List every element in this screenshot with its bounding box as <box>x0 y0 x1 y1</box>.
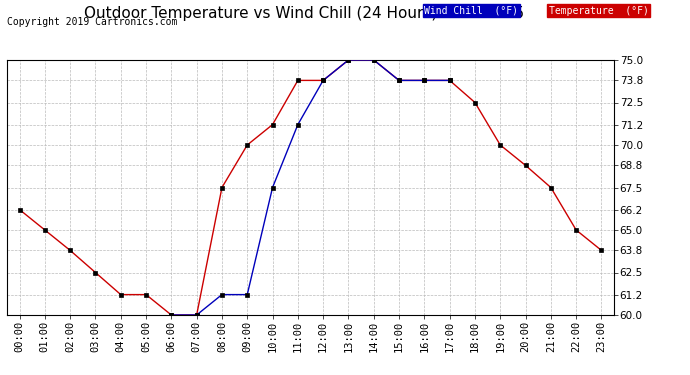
Text: Outdoor Temperature vs Wind Chill (24 Hours)  20190815: Outdoor Temperature vs Wind Chill (24 Ho… <box>83 6 524 21</box>
Text: Temperature  (°F): Temperature (°F) <box>549 6 649 16</box>
Text: Wind Chill  (°F): Wind Chill (°F) <box>424 6 518 16</box>
Text: Copyright 2019 Cartronics.com: Copyright 2019 Cartronics.com <box>7 17 177 27</box>
